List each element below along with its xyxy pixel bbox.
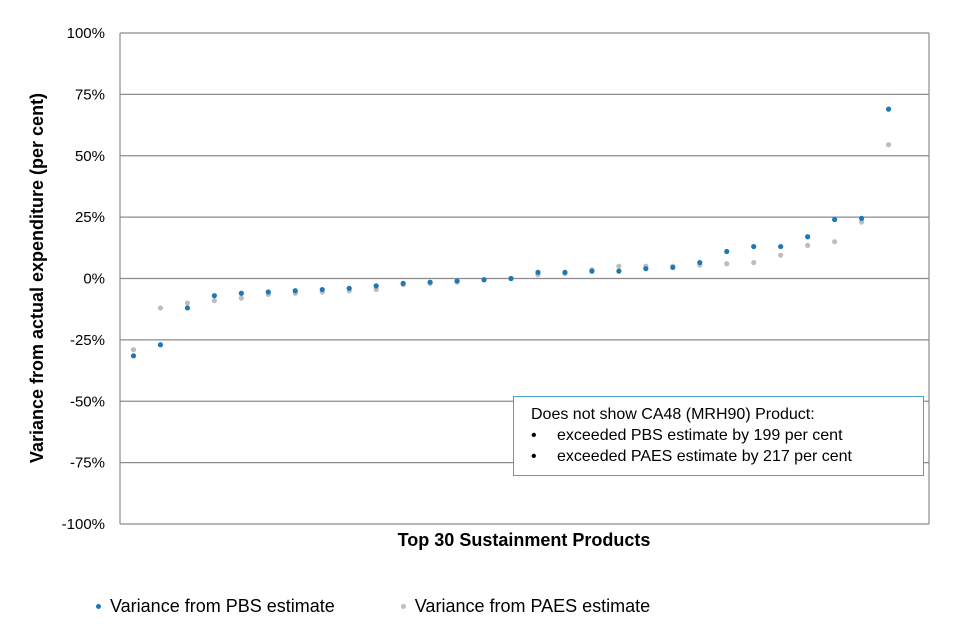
point-paes [238,295,244,301]
y-tick-label: 0% [83,271,105,288]
legend-label: Variance from PAES estimate [414,596,651,616]
point-paes [885,142,892,148]
point-pbs [724,248,730,255]
point-pbs [400,280,406,287]
annotation-box: Does not show CA48 (MRH90) Product: • ex… [513,396,924,476]
bullet-icon: • [531,448,537,465]
point-pbs [130,353,137,359]
point-pbs [508,275,514,282]
point-pbs [265,289,271,295]
y-tick-labels: 100% 75% 50% 25% 0% -25% -50% -75% -100% [62,25,105,533]
point-paes [157,305,164,311]
point-paes [373,286,379,293]
point-pbs [832,216,838,223]
point-pbs [454,278,460,284]
legend-marker-icon [400,604,406,609]
point-pbs [427,279,433,285]
y-tick-label: 25% [75,209,105,226]
y-tick-label: 100% [67,25,105,42]
point-paes [751,259,757,266]
point-pbs [697,259,703,266]
annotation-item: • exceeded PAES estimate by 217 per cent [531,446,911,467]
point-pbs [184,305,191,311]
point-pbs [751,243,757,250]
annotation-item: • exceeded PBS estimate by 199 per cent [531,425,911,446]
grid-lines [119,32,930,525]
point-paes [184,300,191,306]
legend-marker-icon [96,604,101,609]
point-pbs [643,266,649,272]
y-tick-label: -25% [70,332,105,349]
point-pbs [616,268,622,274]
y-tick-label: 75% [75,86,105,103]
point-pbs [292,288,298,294]
point-pbs [805,234,811,240]
annotation-item-text: exceeded PBS estimate by 199 per cent [557,427,843,444]
point-pbs [211,293,217,299]
point-paes [616,263,622,269]
bullet-icon: • [531,427,537,444]
point-paes [805,242,811,248]
point-pbs [670,264,676,271]
point-pbs [778,243,784,250]
point-paes [778,252,784,258]
y-tick-label: 50% [75,148,105,165]
y-tick-label: -100% [62,516,105,533]
annotation-title: Does not show CA48 (MRH90) Product: [531,406,815,423]
point-pbs [346,285,352,291]
point-pbs [157,342,164,348]
legend: Variance from PBS estimate Variance from… [96,596,716,617]
x-axis-title: Top 30 Sustainment Products [398,530,651,550]
legend-label: Variance from PBS estimate [110,596,335,616]
y-axis-title: Variance from actual expenditure (per ce… [27,93,47,463]
data-points [130,106,892,359]
point-paes [832,239,838,245]
point-pbs [238,290,244,296]
point-pbs [858,215,865,221]
point-pbs [562,269,568,275]
point-paes [130,347,137,353]
y-tick-label: -75% [70,455,105,472]
y-tick-label: -50% [70,393,105,410]
point-pbs [885,106,892,112]
point-paes [724,261,730,267]
point-pbs [535,269,541,275]
legend-item-paes: Variance from PAES estimate [400,596,651,617]
point-pbs [319,286,325,293]
point-paes [211,297,217,304]
annotation-item-text: exceeded PAES estimate by 217 per cent [557,448,852,465]
point-pbs [589,268,595,274]
legend-item-pbs: Variance from PBS estimate [96,596,335,617]
point-pbs [373,283,379,289]
point-paes [858,219,865,225]
point-pbs [481,277,487,283]
